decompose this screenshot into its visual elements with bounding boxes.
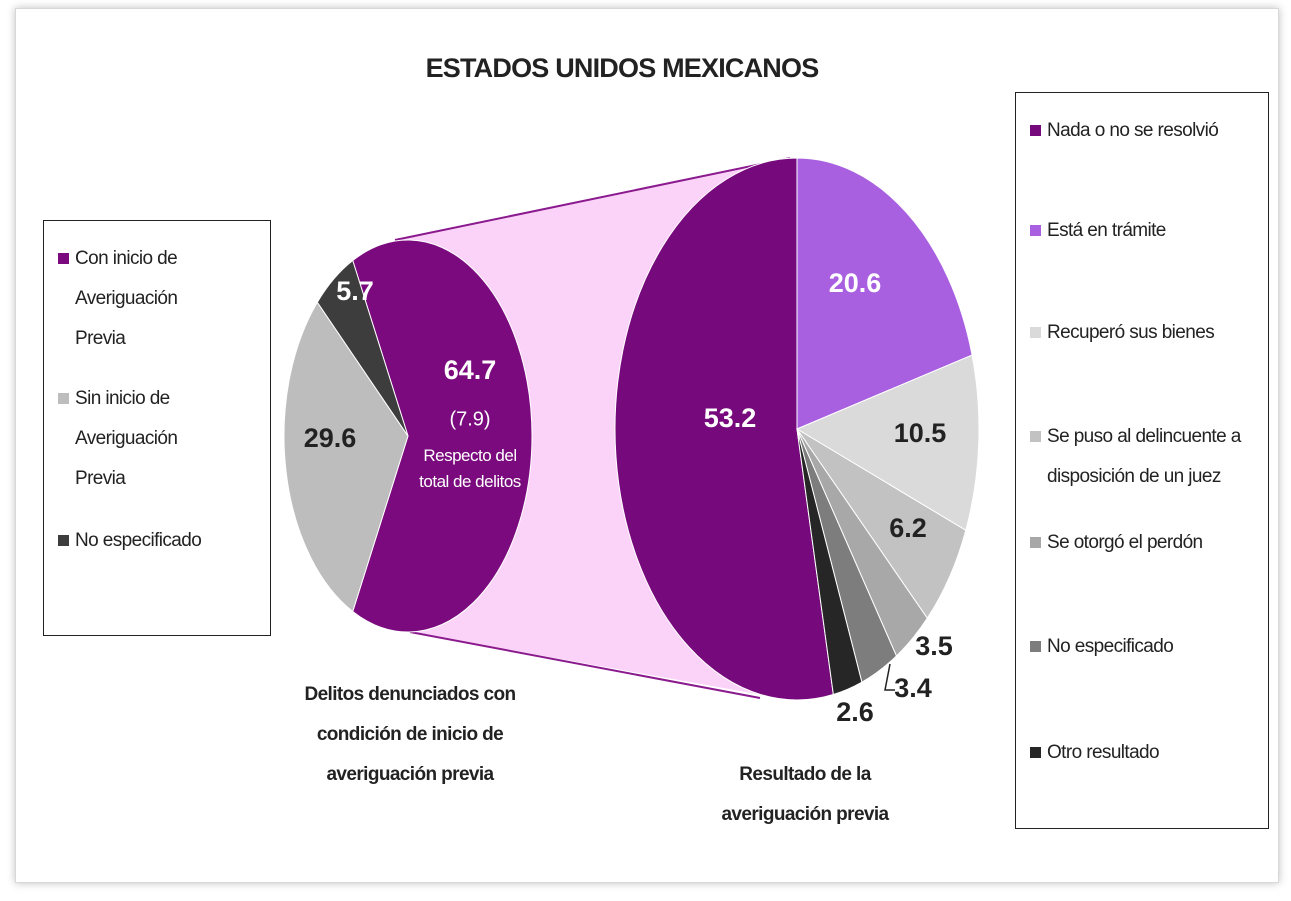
legend-label: Se puso al delincuente a disposición de …: [1047, 426, 1241, 487]
legend-label: No especificado: [75, 530, 202, 551]
legend-label: Con inicio de Averiguación Previa: [75, 248, 178, 349]
annotation-text: Respecto del total de delitos: [419, 446, 521, 491]
legend-swatch: [1030, 537, 1041, 548]
legend-swatch: [1030, 747, 1041, 758]
data-label: 3.4: [894, 673, 932, 703]
data-label: 53.2: [704, 403, 757, 433]
legend-label: Otro resultado: [1047, 742, 1160, 763]
pie-slice: [614, 157, 834, 701]
data-label: 6.2: [889, 513, 927, 543]
annotation-box: Respecto del total de delitos: [419, 446, 521, 491]
legend-swatch: [1030, 225, 1041, 236]
legend-item: No especificado: [1030, 627, 1267, 667]
legend-swatch: [1030, 431, 1041, 442]
legend-item: Con inicio de Averiguación Previa: [58, 239, 225, 359]
legend-item: Recuperó sus bienes: [1030, 313, 1267, 353]
legend-swatch: [58, 253, 69, 264]
legend-item: Se otorgó el perdón: [1030, 523, 1267, 563]
legend-item: Está en trámite: [1030, 211, 1267, 251]
legend-item: Nada o no se resolvió: [1030, 111, 1267, 151]
pie-slice: [283, 301, 409, 613]
pie-slice: [352, 239, 533, 633]
legend-item: Sin inicio de Averiguación Previa: [58, 379, 225, 499]
pie-slice: [796, 157, 973, 430]
pie-slice: [316, 259, 409, 437]
pie-caption: Resultado de la averiguación previa: [721, 764, 889, 825]
legend-swatch: [58, 535, 69, 546]
pies: 64.7 29.6 5.7 53.2 20.6 10.5 6.2 3.5 3.4 2.6 (7.9)…: [283, 157, 980, 727]
pie-slice: [796, 428, 863, 696]
legend-item: No especificado: [58, 521, 225, 561]
data-label: 20.6: [829, 268, 882, 298]
legend-label: Se otorgó el perdón: [1047, 532, 1203, 553]
legend-swatch: [58, 393, 69, 404]
data-label: 29.6: [304, 423, 357, 453]
data-label: 2.6: [836, 697, 874, 727]
connector-line: [394, 157, 791, 241]
legend-label: No especificado: [1047, 636, 1174, 657]
data-label: 64.7: [444, 355, 497, 385]
data-label: 5.7: [336, 276, 374, 306]
legend-swatch: [1030, 125, 1041, 136]
leader-line: [884, 663, 895, 691]
pie-caption: Delitos denunciados con condición de ini…: [304, 684, 516, 785]
legend-item: Se puso al delincuente a disposición de …: [1030, 417, 1267, 497]
data-label: 10.5: [894, 418, 947, 448]
pie-slice: [795, 354, 980, 532]
legend: Nada o no se resolvió Está en trámite Recu…: [1015, 92, 1269, 829]
legend-item: Otro resultado: [1030, 733, 1267, 773]
legend: Con inicio de Averiguación Previa Sin ini…: [43, 220, 271, 636]
legend-swatch: [1030, 641, 1041, 652]
legend-label: Nada o no se resolvió: [1047, 120, 1219, 141]
annotation-value: (7.9): [449, 408, 490, 430]
legend-swatch: [1030, 327, 1041, 338]
legend-label: Está en trámite: [1047, 220, 1166, 241]
data-label: 3.5: [915, 631, 953, 661]
chart-title: ESTADOS UNIDOS MEXICANOS: [426, 53, 819, 83]
legend-label: Sin inicio de Averiguación Previa: [75, 388, 178, 489]
legend-label: Recuperó sus bienes: [1047, 322, 1215, 343]
connector-line: [409, 631, 761, 699]
